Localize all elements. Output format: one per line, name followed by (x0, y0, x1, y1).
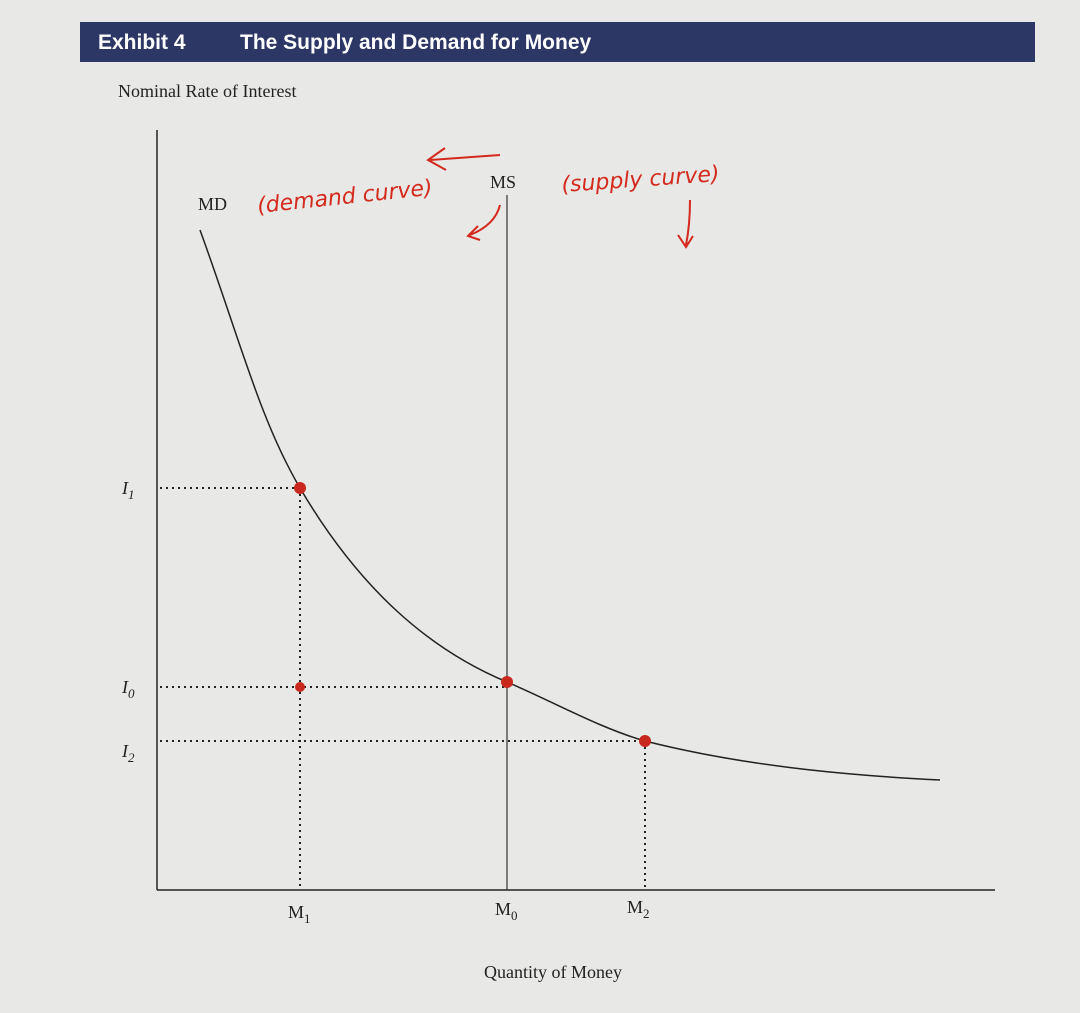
y-level-label: I0 (121, 677, 135, 701)
exhibit-title: The Supply and Demand for Money (240, 31, 592, 54)
points (294, 482, 651, 747)
arrow (426, 147, 501, 171)
md-label: MD (198, 194, 227, 214)
label-base: M (495, 899, 511, 919)
y-level-label: I1 (121, 478, 135, 502)
exhibit-label: Exhibit 4 (98, 31, 186, 54)
y-axis-label: Nominal Rate of Interest (118, 81, 296, 101)
label-sub: 2 (128, 750, 135, 765)
label-base: M (288, 902, 304, 922)
label-base: I (121, 677, 129, 697)
x-level-label: M2 (627, 897, 650, 921)
point (639, 735, 651, 747)
ms-label: MS (490, 172, 516, 192)
x-level-label: M0 (495, 899, 518, 923)
label-base: M (627, 897, 643, 917)
label-sub: 1 (128, 487, 135, 502)
point (501, 676, 513, 688)
label-sub: 1 (304, 911, 311, 926)
label-sub: 0 (128, 686, 135, 701)
x-axis-label: Quantity of Money (484, 962, 622, 982)
point (295, 682, 305, 692)
md-curve (199, 229, 941, 781)
label-base: I (121, 478, 129, 498)
guides (160, 487, 646, 890)
label-sub: 2 (643, 906, 650, 921)
y-level-label: I2 (121, 741, 135, 765)
arrow (466, 204, 501, 241)
label-sub: 0 (511, 908, 518, 923)
arrow (677, 199, 694, 249)
point (294, 482, 306, 494)
label-base: I (121, 741, 129, 761)
x-level-label: M1 (288, 902, 311, 926)
annotation-arrows (426, 147, 694, 249)
header-bar (80, 22, 1035, 62)
